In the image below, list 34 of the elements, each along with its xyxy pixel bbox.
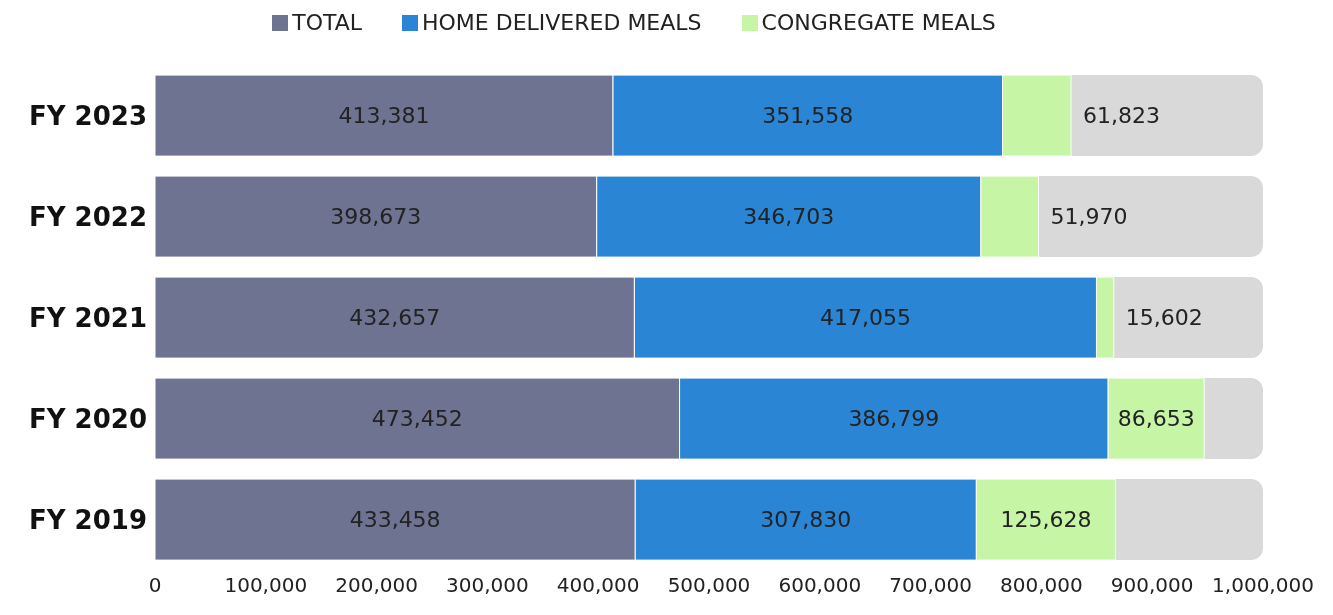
data-label: 86,653 [1117, 406, 1195, 432]
y-tick-label: FY 2021 [28, 302, 147, 333]
data-label: 346,703 [743, 204, 835, 230]
data-label: 413,381 [338, 103, 430, 129]
x-tick-label: 600,000 [778, 573, 862, 598]
x-tick-label: 200,000 [335, 573, 418, 598]
data-label: 351,558 [762, 103, 854, 129]
y-tick-label: FY 2019 [28, 504, 147, 535]
data-label: 417,055 [819, 305, 911, 331]
y-tick-label: FY 2023 [28, 100, 147, 131]
x-tick-label: 400,000 [556, 573, 640, 598]
series-label: TOTAL [292, 10, 362, 35]
data-label: 432,657 [349, 305, 441, 331]
data-label: 61,823 [1083, 103, 1161, 129]
x-tick-label: 900,000 [1110, 573, 1194, 598]
data-label: 386,799 [848, 406, 940, 432]
x-tick-label: 100,000 [224, 573, 308, 598]
data-label: 398,673 [330, 204, 422, 230]
data-label: 473,452 [371, 406, 463, 432]
legend-label: CONGREGATE MEALS [761, 10, 996, 35]
y-tick-label: FY 2020 [28, 403, 147, 434]
x-tick-label: 800,000 [1000, 573, 1083, 598]
x-tick-label: 0 [148, 573, 162, 598]
legend-label: HOME DELIVERED MEALS [422, 10, 702, 35]
data-label: 433,458 [349, 507, 441, 533]
data-label: 15,602 [1125, 305, 1203, 331]
data-label: 125,628 [1000, 507, 1092, 533]
y-tick-label: FY 2022 [28, 201, 147, 232]
x-tick-label: 700,000 [889, 573, 972, 598]
x-tick-label: 1,000,000 [1212, 573, 1314, 598]
data-label: 51,970 [1050, 204, 1128, 230]
data-label: 307,830 [760, 507, 852, 533]
x-tick-label: 500,000 [667, 573, 751, 598]
x-tick-label: 300,000 [446, 573, 529, 598]
